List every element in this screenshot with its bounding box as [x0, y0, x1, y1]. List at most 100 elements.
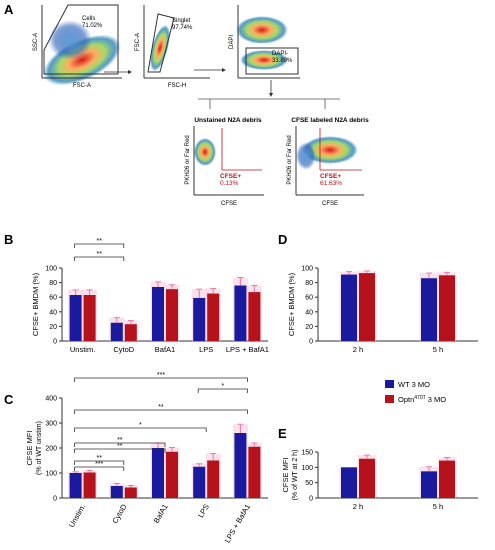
bar — [234, 285, 247, 341]
cells-gate — [43, 4, 119, 75]
legend-optn-prefix: Optn — [398, 395, 414, 404]
density-cloud — [240, 50, 288, 70]
legend-optn-suffix: 3 MO — [426, 395, 447, 404]
y-axis-label: CFSE MFI — [25, 431, 34, 466]
bar — [110, 486, 123, 498]
significance-bracket — [74, 409, 248, 414]
x-tick-label: CytoD — [113, 345, 134, 354]
bar — [234, 433, 247, 498]
dapi-gate — [245, 47, 299, 75]
panel-label-a: A — [4, 2, 14, 17]
y-tick-label: 100 — [45, 471, 57, 478]
flow-plot-cfse-labeled: CFSE labeled N2A debris PKH26 or Far Red… — [287, 117, 369, 207]
panel-label-e: E — [278, 426, 287, 441]
y-tick-label: 100 — [301, 266, 313, 273]
x-tick-label: Unstim. — [70, 345, 95, 354]
y-tick-label: 80 — [49, 280, 57, 287]
x-tick-label: Unstim. — [67, 503, 88, 530]
bar — [193, 466, 206, 498]
bar — [248, 292, 261, 341]
significance-label: * — [139, 422, 142, 429]
y-tick-label: 20 — [305, 324, 313, 331]
flow-title: CFSE labeled N2A debris — [291, 117, 369, 124]
x-tick-label: BafA1 — [155, 345, 175, 354]
x-tick-label: LPS — [199, 345, 213, 354]
density-cloud — [194, 138, 216, 166]
bar — [69, 295, 82, 341]
bar — [193, 297, 206, 341]
flow-xlabel: FSC-H — [168, 83, 186, 89]
legend-label-optn: Optn470T 3 MO — [398, 395, 446, 404]
y-tick-label: 300 — [45, 421, 57, 428]
density-cloud — [43, 34, 121, 86]
y-tick-label: 40 — [305, 309, 313, 316]
significance-bracket — [74, 466, 125, 471]
significance-bracket — [74, 427, 207, 432]
y-tick-label: 50 — [305, 480, 313, 487]
significance-bracket — [74, 377, 248, 382]
significance-label: *** — [95, 461, 103, 468]
flow-xlabel: FSC-A — [73, 83, 91, 89]
y-tick-label: 20 — [49, 324, 57, 331]
panel-label-d: D — [278, 232, 287, 247]
gate-name: CFSE+ — [320, 173, 341, 180]
x-tick-label: 2 h — [353, 345, 363, 354]
bar — [439, 460, 455, 498]
bar — [124, 487, 137, 498]
y-tick-label: 40 — [49, 309, 57, 316]
flow-xlabel: CFSE — [221, 201, 237, 207]
significance-bracket — [74, 460, 125, 465]
arrow-head-icon — [269, 93, 273, 97]
bar — [207, 293, 220, 341]
bar — [359, 273, 375, 341]
significance-bracket — [74, 448, 166, 453]
gate-name: Singlet — [172, 18, 191, 24]
arrow-head-icon — [222, 68, 226, 72]
x-tick-label: LPS + BafA1 — [226, 345, 269, 354]
significance-label: ** — [96, 455, 102, 462]
significance-bracket — [74, 243, 125, 248]
gate-value: 0.13% — [220, 180, 239, 187]
y-tick-label: 100 — [301, 465, 313, 472]
gate-name: CFSE+ — [220, 173, 241, 180]
bar — [110, 322, 123, 341]
bar — [124, 324, 137, 341]
legend-swatch-wt — [385, 380, 394, 388]
legend-optn-sup: 470T — [414, 395, 425, 401]
y-axis-label-2: (% of WT at 2 h) — [292, 450, 299, 501]
significance-label: ** — [117, 443, 123, 450]
significance-bracket — [197, 388, 248, 393]
bar — [421, 278, 437, 341]
x-tick-label: 2 h — [353, 502, 363, 511]
significance-label: ** — [117, 437, 123, 444]
x-tick-label: BafA1 — [152, 503, 170, 525]
flow-xlabel: CFSE — [322, 201, 338, 207]
gate-name: DAPI- — [272, 51, 288, 57]
significance-bracket — [74, 442, 166, 447]
y-tick-label: 150 — [301, 450, 313, 457]
chart-d: 0 20 40 60 80 100 CFSE+ BMDM (%) 2 h 5 h — [287, 266, 478, 354]
significance-label: *** — [157, 372, 165, 379]
density-cloud — [296, 142, 316, 170]
flow-plot-cells: SSC-A FSC-A Cells 71.02% — [33, 4, 122, 89]
y-tick-label: 0 — [309, 339, 313, 346]
chart-b: 0 20 40 60 80 100 CFSE+ BMDM (%) Unstim. CytoD Ba… — [31, 238, 269, 354]
y-tick-label: 0 — [53, 339, 57, 346]
bar — [69, 473, 82, 498]
y-axis-label-2: (% of WT unstim) — [36, 421, 43, 475]
legend: WT 3 MO Optn470T 3 MO — [385, 380, 446, 404]
chart-e: 0 50 100 150 CFSE MFI (% of WT at 2 h) 2 h 5 h — [281, 450, 478, 511]
flow-plot-dapi: DAPI DAPI- 33.89% — [229, 5, 300, 79]
bar — [341, 467, 357, 498]
flow-ylabel: DAPI — [229, 35, 235, 49]
flow-ylabel: PKH26 or Far Red — [185, 135, 191, 184]
density-cloud — [150, 24, 170, 72]
x-tick-label: CytoD — [110, 502, 129, 525]
x-tick-label: 5 h — [433, 502, 443, 511]
y-tick-label: 200 — [45, 446, 57, 453]
panel-label-c: C — [4, 392, 14, 407]
bar — [83, 295, 96, 341]
bar — [152, 286, 164, 341]
y-tick-label: 60 — [305, 295, 313, 302]
